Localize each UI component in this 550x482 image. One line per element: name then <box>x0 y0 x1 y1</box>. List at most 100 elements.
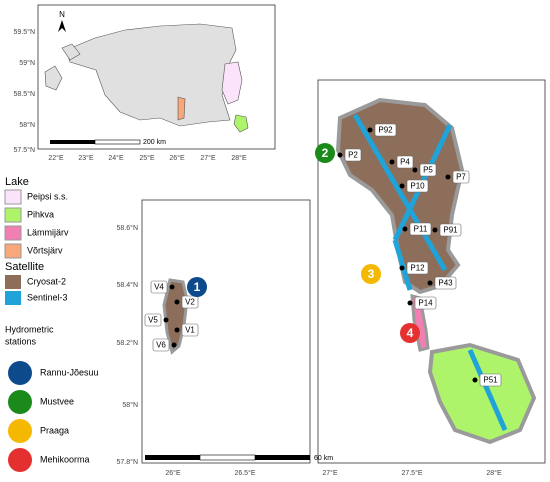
map-y-label: 57.8°N <box>117 458 138 466</box>
inset-x-label: 28°E <box>231 154 247 162</box>
track <box>467 348 508 432</box>
legend-station <box>8 448 32 472</box>
point-label: P92 <box>378 126 393 135</box>
legend-title: stations <box>5 336 37 346</box>
track <box>392 239 413 291</box>
point <box>389 159 395 165</box>
point-label: P51 <box>483 376 498 385</box>
map-x-label: 27.5°E <box>401 469 422 477</box>
inset-y-label: 58°N <box>19 121 35 129</box>
legend-station <box>8 390 32 414</box>
point <box>407 300 413 306</box>
map-y-label: 58.4°N <box>117 281 138 289</box>
estonia <box>65 23 237 127</box>
point-label-box <box>344 148 362 162</box>
map-scale-label: 60 km <box>314 455 333 462</box>
inset-y-label: 57.5°N <box>14 146 35 154</box>
legend-label: Võrtsjärv <box>27 245 63 255</box>
station-marker <box>187 277 207 297</box>
point <box>402 226 408 232</box>
island <box>44 65 63 91</box>
station-marker <box>361 264 381 284</box>
point-label: V2 <box>185 298 195 307</box>
point-label: V1 <box>185 326 195 335</box>
point-label: P43 <box>438 279 453 288</box>
inset-y-label: 59.5°N <box>14 28 35 36</box>
point-label-box <box>419 163 437 177</box>
legend-label: Sentinel-3 <box>27 292 68 302</box>
map-y-label: 58.6°N <box>117 224 138 232</box>
point-label-box <box>152 338 170 352</box>
point <box>367 127 373 133</box>
inset-scale-label: 200 km <box>143 139 166 146</box>
map-y-label: 58°N <box>122 401 138 409</box>
legend-label: Mehikoorma <box>40 454 90 464</box>
map-x-label: 27°E <box>322 469 338 477</box>
legend-label: Pihkva <box>27 209 54 219</box>
vortsjarv <box>162 278 189 355</box>
map-x-label: 28°E <box>486 469 502 477</box>
legend-station <box>8 419 32 443</box>
point <box>432 227 438 233</box>
point-label: P10 <box>410 182 425 191</box>
inset-x-label: 25°E <box>139 154 155 162</box>
point <box>427 280 433 286</box>
inset-x-label: 22°E <box>48 154 64 162</box>
point-label: V6 <box>156 341 166 350</box>
legend-swatch <box>4 225 22 241</box>
point-label-box <box>144 313 162 327</box>
point-label: P2 <box>348 151 358 160</box>
inset-scale-bar <box>94 139 141 145</box>
legend-title: Satellite <box>5 261 44 273</box>
point <box>337 152 343 158</box>
legend-swatch <box>4 243 22 259</box>
map-x-label: 26.5°E <box>234 469 255 477</box>
inset-y-label: 59°N <box>19 59 35 67</box>
point-label-box <box>374 123 397 137</box>
point <box>174 299 180 305</box>
inset-y-label: 58.5°N <box>14 90 35 98</box>
inset-x-label: 24°E <box>108 154 124 162</box>
point-label-box <box>406 261 429 275</box>
point-label-box <box>409 222 432 236</box>
inset-peipsi <box>221 61 243 105</box>
map-x-label: 26°E <box>165 469 181 477</box>
legend-label: Praaga <box>40 425 69 435</box>
point <box>399 183 405 189</box>
point <box>472 377 478 383</box>
legend-swatch <box>4 207 22 223</box>
legend-label: Peipsi s.s. <box>27 191 68 201</box>
point <box>171 342 177 348</box>
legend-station <box>8 361 32 385</box>
point-label: P14 <box>418 299 433 308</box>
legend-swatch <box>4 189 22 205</box>
station-marker <box>400 323 420 343</box>
legend-swatch <box>5 275 21 289</box>
point-label: P91 <box>443 226 458 235</box>
point-label-box <box>439 223 462 237</box>
point-label-box <box>434 276 457 290</box>
point-label: P4 <box>400 158 410 167</box>
inset-vortsjarv <box>177 96 186 121</box>
legend-label: Cryosat-2 <box>27 276 66 286</box>
inset-x-label: 27°E <box>200 154 216 162</box>
map-scale-bar <box>145 455 200 460</box>
inset-pihkva <box>233 114 249 133</box>
station-number: 3 <box>368 267 375 281</box>
map-y-label: 58.2°N <box>117 339 138 347</box>
point-label-box <box>181 295 199 309</box>
legend-title: Hydrometric <box>5 324 54 334</box>
point-label: P11 <box>414 225 428 234</box>
legend-label: Lämmijärv <box>27 227 69 237</box>
point-label-box <box>181 323 199 337</box>
point <box>399 265 405 271</box>
legend-label: Rannu-Jõesuu <box>40 367 99 377</box>
point-label: V4 <box>154 283 164 292</box>
station-number: 1 <box>194 280 201 294</box>
point-label-box <box>406 179 429 193</box>
legend-swatch <box>5 291 21 305</box>
point-label: P5 <box>423 166 433 175</box>
island <box>61 43 81 61</box>
point-label-box <box>479 373 502 387</box>
